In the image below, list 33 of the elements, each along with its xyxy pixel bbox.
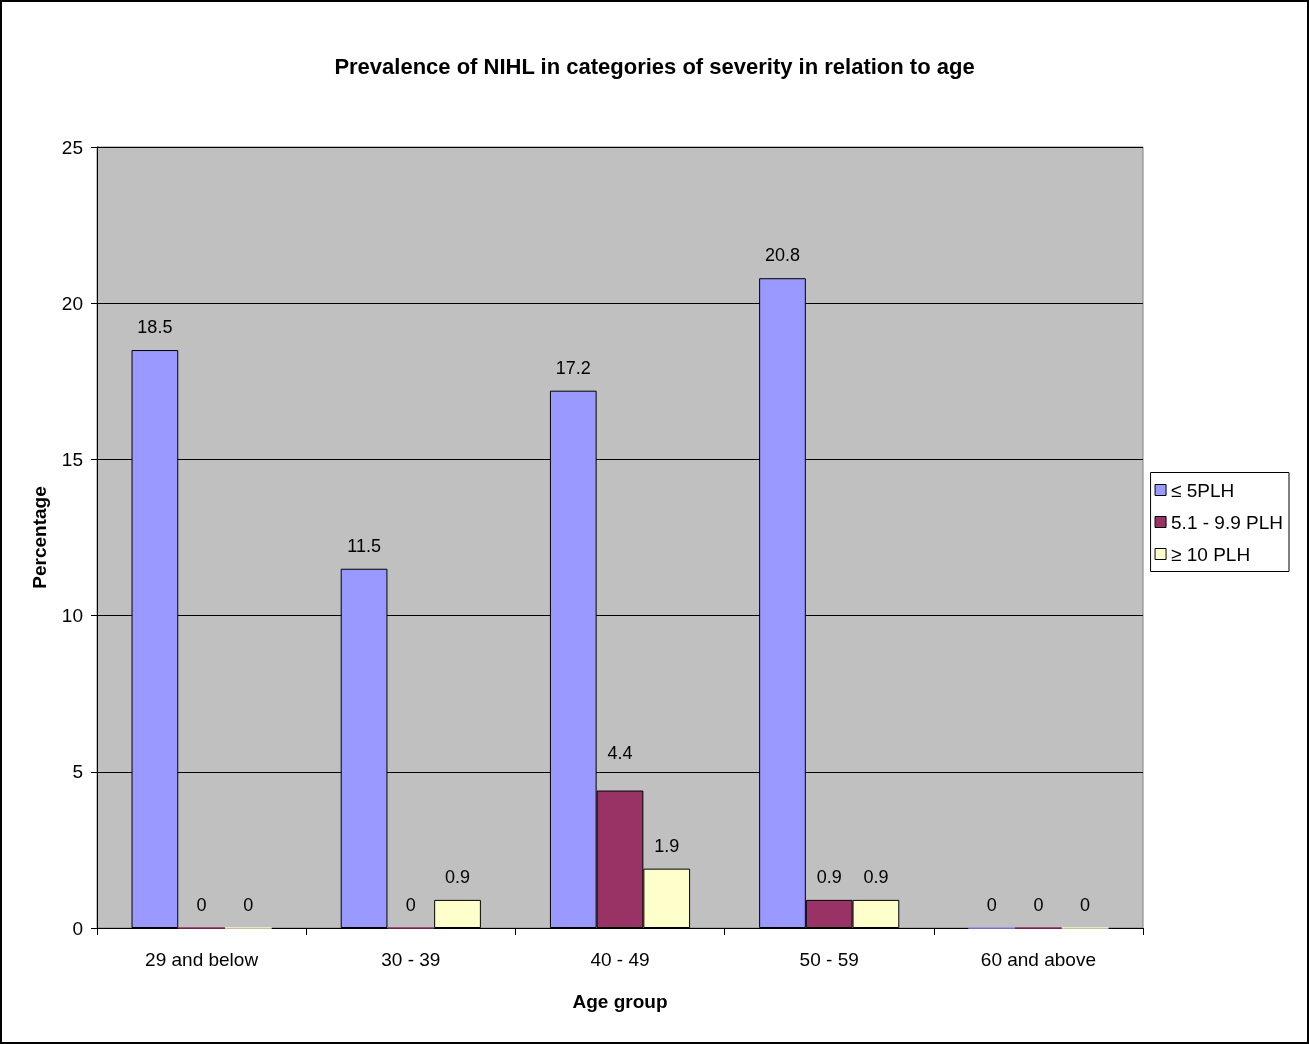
legend-label: 5.1 - 9.9 PLH [1171,511,1283,533]
x-tick-label: 30 - 39 [381,949,441,970]
data-label: 0.9 [863,866,889,887]
y-tick-label: 5 [72,761,83,783]
data-label: 17.2 [555,357,591,378]
y-tick-label: 25 [61,136,83,158]
x-axis-title: Age group [572,991,668,1012]
chart-title: Prevalence of NIHL in categories of severity in relation to age [334,53,975,79]
y-tick-label: 15 [61,448,83,470]
y-tick-label: 10 [61,605,83,627]
data-label: 0.9 [445,866,471,887]
y-axis-title: Percentage [29,486,50,589]
data-label: 0 [1080,894,1091,915]
data-label: 0 [196,894,207,915]
x-tick-label: 50 - 59 [799,949,859,970]
data-label: 1.9 [654,835,680,856]
data-label: 18.5 [137,317,173,338]
data-label: 0 [243,894,254,915]
data-label: 11.5 [347,535,381,556]
legend-label: ≥ 10 PLH [1171,543,1251,565]
data-label: 0 [405,894,416,915]
legend-label: ≤ 5PLH [1171,479,1235,501]
data-label: 0 [1033,894,1044,915]
x-tick-label: 60 and above [980,949,1096,970]
bar [434,899,481,928]
data-label: 20.8 [764,245,800,266]
x-tick-label: 29 and below [145,949,259,970]
data-label: 0 [986,894,997,915]
data-label: 4.4 [607,742,633,763]
x-tick-label: 40 - 49 [590,949,650,970]
y-tick-label: 0 [72,917,83,939]
data-label: 0.9 [816,866,842,887]
y-tick-label: 20 [61,292,83,314]
